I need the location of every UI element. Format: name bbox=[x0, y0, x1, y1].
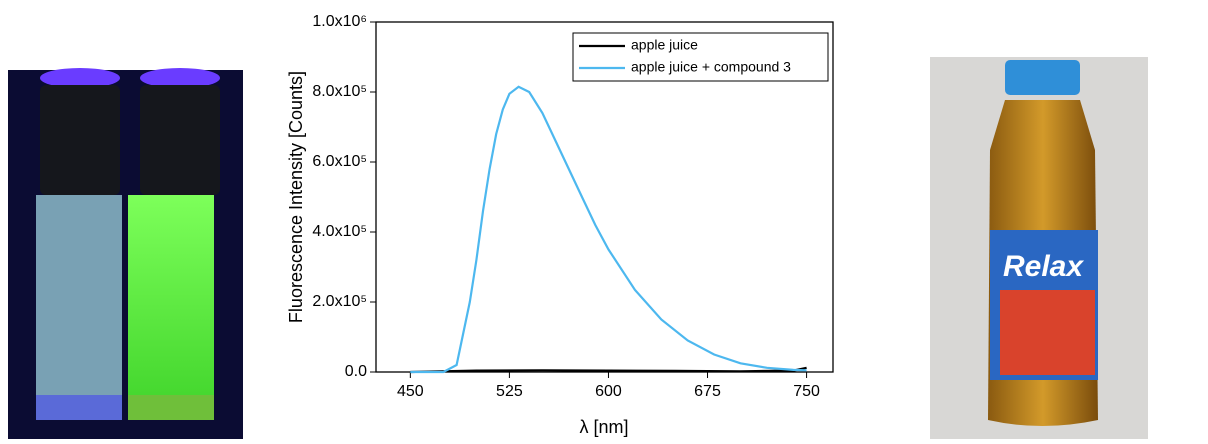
y-tick-label: 6.0x10⁵ bbox=[312, 153, 367, 170]
legend-box bbox=[572, 32, 829, 82]
x-tick-label: 525 bbox=[496, 383, 523, 400]
series-line bbox=[410, 85, 807, 374]
x-tick-label: 600 bbox=[595, 383, 622, 400]
x-tick-label: 675 bbox=[694, 383, 721, 400]
y-tick-label: 8.0x10⁵ bbox=[312, 83, 367, 100]
x-tick-label: 750 bbox=[793, 383, 820, 400]
plot-frame bbox=[375, 21, 834, 373]
cuvette-photo bbox=[8, 68, 243, 439]
y-tick-label: 0.0 bbox=[345, 363, 367, 380]
bottle-brand: Relax bbox=[1003, 250, 1084, 283]
y-tick-label: 1.0x10⁶ bbox=[312, 13, 367, 30]
y-tick-label: 4.0x10⁵ bbox=[312, 223, 367, 240]
series-line bbox=[410, 366, 807, 374]
legend-label: apple juice + compound 3 bbox=[631, 59, 791, 75]
y-tick-label: 2.0x10⁵ bbox=[312, 293, 367, 310]
bottle-photo: Relax bbox=[930, 57, 1148, 439]
legend-label: apple juice bbox=[631, 37, 698, 53]
x-axis-label: λ [nm] bbox=[579, 417, 628, 437]
y-axis-label: Fluorescence Intensity [Counts] bbox=[286, 71, 306, 323]
x-tick-label: 450 bbox=[397, 383, 424, 400]
